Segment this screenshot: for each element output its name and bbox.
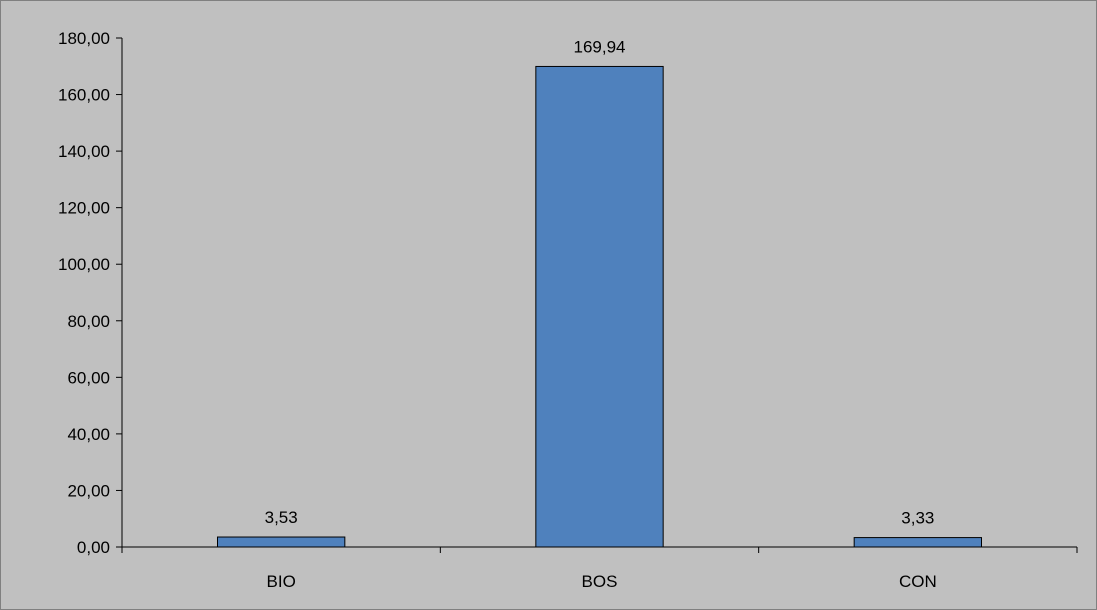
x-tick-label: CON — [899, 572, 937, 591]
y-tick-label: 140,00 — [58, 142, 110, 161]
y-tick-label: 40,00 — [67, 425, 110, 444]
y-tick-label: 60,00 — [67, 368, 110, 387]
y-tick-label: 120,00 — [58, 199, 110, 218]
x-tick-label: BOS — [582, 572, 618, 591]
y-tick-label: 20,00 — [67, 481, 110, 500]
y-tick-label: 160,00 — [58, 86, 110, 105]
bar-bos — [535, 65, 664, 548]
bar-bio — [217, 536, 346, 548]
data-label: 3,33 — [901, 509, 934, 528]
bar-con — [853, 537, 983, 548]
y-tick-label: 80,00 — [67, 312, 110, 331]
data-label: 169,94 — [574, 37, 626, 56]
y-tick-label: 100,00 — [58, 255, 110, 274]
data-label: 3,53 — [265, 508, 298, 527]
y-tick-label: 180,00 — [58, 29, 110, 48]
x-tick-label: BIO — [267, 572, 296, 591]
y-tick-label: 0,00 — [77, 538, 110, 557]
